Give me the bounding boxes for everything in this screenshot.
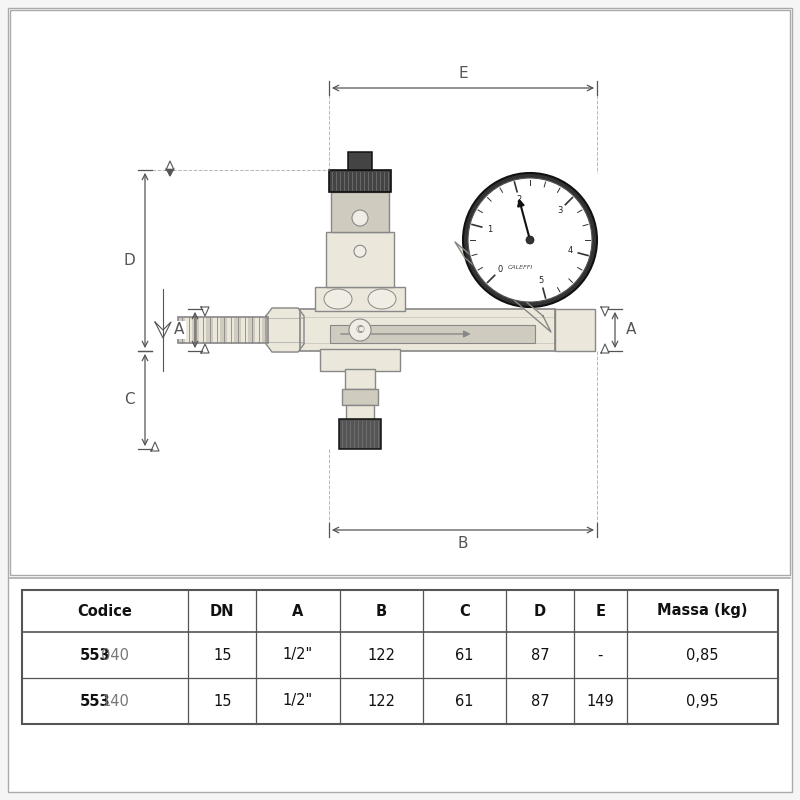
Text: 1/2": 1/2": [283, 647, 313, 662]
Bar: [192, 317, 199, 343]
Bar: [326, 232, 394, 287]
Text: 122: 122: [367, 694, 395, 709]
Bar: [220, 317, 227, 343]
Text: 149: 149: [586, 694, 614, 709]
Bar: [178, 317, 268, 343]
Text: 61: 61: [455, 647, 474, 662]
Text: D: D: [534, 603, 546, 618]
Text: 040: 040: [101, 647, 129, 662]
Polygon shape: [166, 168, 174, 176]
Bar: [331, 192, 389, 232]
Bar: [339, 419, 381, 449]
Text: C: C: [124, 393, 134, 407]
Text: D: D: [123, 253, 135, 268]
Bar: [185, 317, 192, 343]
Circle shape: [526, 236, 534, 244]
Text: 0,85: 0,85: [686, 647, 718, 662]
Text: 0: 0: [498, 265, 503, 274]
Text: 61: 61: [455, 694, 474, 709]
Circle shape: [352, 210, 368, 226]
Text: 5: 5: [538, 276, 543, 285]
Bar: [241, 317, 248, 343]
Text: 1/2": 1/2": [283, 694, 313, 709]
Bar: [348, 152, 372, 170]
Bar: [320, 349, 400, 371]
Bar: [315, 287, 405, 311]
Text: B: B: [375, 603, 386, 618]
Text: 15: 15: [213, 647, 231, 662]
Bar: [330, 325, 535, 343]
Bar: [206, 317, 213, 343]
Text: 1: 1: [487, 225, 492, 234]
Text: B: B: [458, 537, 468, 551]
Text: CALEFFI: CALEFFI: [507, 266, 533, 270]
Text: A: A: [174, 322, 184, 338]
Circle shape: [468, 178, 592, 302]
Bar: [178, 317, 185, 343]
Text: A: A: [626, 322, 636, 338]
Bar: [234, 317, 241, 343]
Bar: [555, 309, 595, 351]
Text: C: C: [459, 603, 470, 618]
Text: E: E: [595, 603, 606, 618]
Text: 553: 553: [80, 647, 110, 662]
Text: A: A: [292, 603, 304, 618]
Text: E: E: [458, 66, 468, 82]
Text: 87: 87: [530, 694, 549, 709]
Bar: [227, 317, 234, 343]
Text: 122: 122: [367, 647, 395, 662]
Polygon shape: [455, 242, 551, 332]
Text: Codice: Codice: [78, 603, 133, 618]
Text: Massa (kg): Massa (kg): [657, 603, 748, 618]
Bar: [345, 369, 375, 389]
Bar: [213, 317, 220, 343]
Circle shape: [354, 246, 366, 258]
Circle shape: [349, 319, 371, 341]
Bar: [10, 10, 790, 575]
Text: ©: ©: [354, 325, 366, 335]
Text: 553: 553: [80, 694, 110, 709]
Ellipse shape: [368, 289, 396, 309]
Bar: [199, 317, 206, 343]
Bar: [262, 317, 268, 343]
Text: -: -: [598, 647, 603, 662]
Circle shape: [463, 173, 597, 307]
Ellipse shape: [324, 289, 352, 309]
Polygon shape: [266, 308, 304, 352]
Bar: [248, 317, 255, 343]
Bar: [329, 170, 391, 192]
Text: 4: 4: [568, 246, 573, 255]
Bar: [300, 309, 555, 351]
Bar: [346, 405, 374, 419]
Text: 0,95: 0,95: [686, 694, 718, 709]
Bar: [22, 590, 778, 724]
Bar: [255, 317, 262, 343]
Bar: [342, 389, 378, 405]
Polygon shape: [166, 160, 174, 168]
Text: 15: 15: [213, 694, 231, 709]
Text: 87: 87: [530, 647, 549, 662]
Text: 2: 2: [517, 195, 522, 204]
Text: DN: DN: [210, 603, 234, 618]
Text: 3: 3: [557, 206, 562, 215]
Text: 140: 140: [102, 694, 129, 709]
